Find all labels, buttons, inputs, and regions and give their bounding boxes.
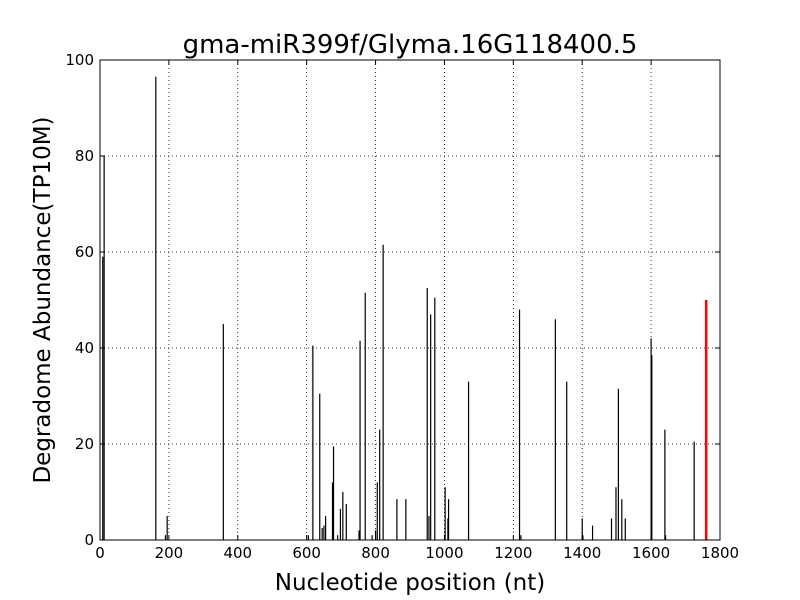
y-axis-label: Degradome Abundance(TP10M): [30, 116, 56, 483]
y-tick-label: 40: [75, 339, 94, 357]
plot-frame: [99, 59, 721, 541]
x-tick-label: 400: [223, 544, 252, 562]
x-tick-label: 1200: [494, 544, 532, 562]
x-tick-label: 800: [361, 544, 390, 562]
ticks-group: 0 200 400 600 800 1000 1200 1400 1600 1800 0 20 40 60…: [65, 51, 739, 562]
x-tick-label: 1000: [425, 544, 463, 562]
x-tick-label: 1800: [701, 544, 739, 562]
y-tick-label: 0: [84, 531, 94, 549]
x-tick-label: 1600: [632, 544, 670, 562]
x-tick-label: 600: [292, 544, 321, 562]
x-tick-label: 1400: [563, 544, 601, 562]
y-tick-label: 60: [75, 243, 94, 261]
x-tick-label: 0: [95, 544, 105, 562]
x-axis-label: Nucleotide position (nt): [275, 570, 545, 596]
y-tick-label: 20: [75, 435, 94, 453]
grid-lines: [100, 60, 720, 540]
y-tick-label: 100: [65, 51, 94, 69]
x-tick-label: 200: [155, 544, 184, 562]
chart-title: gma-miR399f/Glyma.16G118400.5: [183, 30, 638, 60]
bars-group: [102, 76, 708, 540]
y-tick-label: 80: [75, 147, 94, 165]
